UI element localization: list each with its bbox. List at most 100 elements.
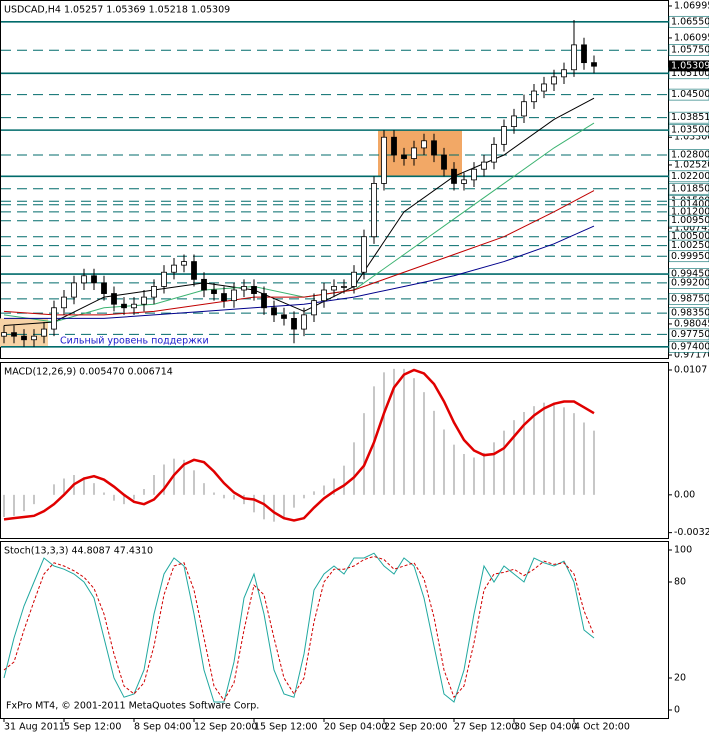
candle-body — [301, 314, 307, 330]
candle-body — [451, 168, 457, 184]
candle-body — [101, 282, 107, 294]
level-label: 1.02200 — [671, 171, 709, 182]
macd-signal — [3, 368, 595, 522]
level-label: 0.99950 — [671, 251, 709, 262]
y-tick-label: 1.00745 — [674, 223, 709, 234]
candle-body — [51, 307, 57, 330]
level-label: 1.05100 — [671, 68, 709, 79]
stoch-signal — [3, 555, 595, 702]
candle-body — [491, 143, 497, 163]
level-label-box — [668, 44, 709, 57]
level-label: 1.02800 — [671, 150, 709, 161]
panel-title: MACD(12,26,9) 0.005470 0.006714 — [4, 367, 173, 378]
candle-body — [571, 44, 577, 71]
candle-body — [271, 307, 277, 316]
candle-body — [141, 296, 147, 305]
level-label-box — [668, 149, 709, 161]
y-tick-label: 1.06995 — [674, 0, 709, 11]
candle-body — [241, 286, 247, 291]
x-tick-label: 31 Aug 2011 — [4, 722, 65, 733]
candle-body — [431, 140, 437, 156]
current-price-box — [669, 60, 709, 72]
candle-body — [21, 335, 27, 341]
candle-body — [481, 161, 487, 170]
candle-body — [191, 261, 197, 280]
candle-body — [11, 332, 17, 337]
level-label-box — [668, 170, 709, 183]
candle-body — [371, 183, 377, 238]
candle-body — [41, 328, 47, 337]
x-tick-label: 8 Sep 04:00 — [134, 722, 191, 733]
candle-body — [501, 126, 507, 145]
y-tick-label: 1.03300 — [674, 132, 709, 143]
candle-body — [1, 332, 7, 337]
candle-body — [61, 296, 67, 309]
candle-body — [461, 179, 467, 184]
candle-body — [321, 289, 327, 302]
level-label-box — [668, 293, 709, 305]
y-tick-label: 20 — [674, 673, 686, 684]
candle-body — [561, 69, 567, 78]
level-label: 0.99450 — [671, 269, 709, 280]
candle-body — [231, 289, 237, 302]
candle-body — [161, 271, 167, 287]
level-label: 1.03500 — [671, 125, 709, 136]
zone — [378, 130, 462, 177]
candle-body — [221, 293, 227, 302]
candle-body — [111, 293, 117, 305]
candle-body — [31, 335, 37, 341]
candle-body — [361, 236, 367, 273]
stoch-panel — [0, 541, 669, 719]
candle-body — [171, 264, 177, 273]
candle-body — [201, 278, 207, 291]
candle-body — [251, 286, 257, 294]
candle-body — [91, 275, 97, 284]
y-tick-label: 80 — [674, 577, 686, 588]
level-label-box — [668, 182, 709, 195]
candle-body — [331, 286, 337, 291]
candle-body — [381, 136, 387, 184]
level-label-box — [668, 341, 709, 353]
panel-title: Stoch(13,3,3) 44.8087 47.4310 — [4, 546, 153, 557]
candle-body — [581, 44, 587, 64]
candle-body — [261, 293, 267, 309]
level-label-box — [668, 15, 709, 28]
candle-body — [391, 136, 397, 156]
level-label-box — [668, 307, 709, 319]
level-label-box — [668, 111, 709, 124]
y-tick-label: 0.98045 — [674, 318, 709, 329]
level-label: 0.97750 — [671, 329, 709, 340]
candle-body — [401, 154, 407, 159]
candle-body — [511, 115, 517, 127]
y-tick-label: -0.00324 — [674, 527, 709, 538]
candle-body — [151, 286, 157, 298]
level-label-box — [668, 124, 709, 136]
candle-body — [311, 300, 317, 316]
level-label: 0.97400 — [671, 341, 709, 352]
candle-body — [531, 90, 537, 103]
y-tick-label: 1.06095 — [674, 32, 709, 43]
x-tick-label: 30 Sep 04:00 — [514, 722, 577, 733]
level-label: 0.99200 — [671, 277, 709, 288]
x-tick-label: 12 Sep 20:00 — [194, 722, 257, 733]
annotation: Сильный уровень поддержки — [60, 336, 209, 347]
candle-body — [211, 289, 217, 294]
level-label-box — [668, 88, 709, 101]
level-label: 0.98350 — [671, 308, 709, 319]
stoch-main — [3, 552, 595, 703]
candle-body — [341, 286, 347, 288]
footer: FxPro MT4, © 2001-2011 MetaQuotes Softwa… — [6, 701, 259, 712]
x-tick-label: 27 Sep 12:00 — [454, 722, 517, 733]
x-tick-label: 4 Oct 20:00 — [574, 722, 630, 733]
level-label: 1.01850 — [671, 183, 709, 194]
y-tick-label: 1.02520 — [674, 159, 709, 170]
level-label: 1.04500 — [671, 89, 709, 100]
candle-body — [441, 154, 447, 170]
candle-body — [421, 140, 427, 149]
level-label: 1.00250 — [671, 240, 709, 251]
y-tick-label: 0.97170 — [674, 350, 709, 361]
candle-body — [281, 314, 287, 319]
candle-body — [521, 101, 527, 117]
level-label: 1.06550 — [671, 16, 709, 27]
